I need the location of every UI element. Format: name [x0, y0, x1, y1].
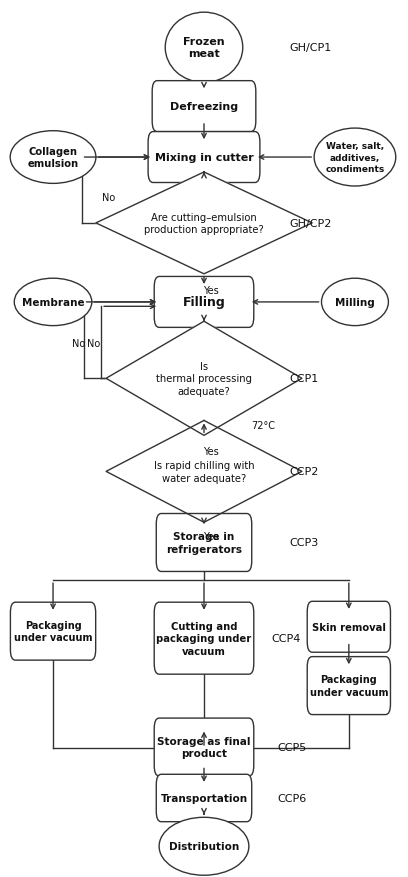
Text: No: No [72, 339, 85, 349]
Text: Transportation: Transportation [160, 793, 248, 803]
Text: Storage in
refrigerators: Storage in refrigerators [166, 531, 242, 554]
Ellipse shape [14, 279, 92, 326]
Text: No: No [102, 192, 115, 203]
Text: Membrane: Membrane [22, 297, 84, 308]
Text: CCP4: CCP4 [271, 633, 301, 644]
Text: Water, salt,
additives,
condiments: Water, salt, additives, condiments [325, 142, 385, 174]
Text: Yes: Yes [204, 285, 219, 296]
Text: 72°C: 72°C [251, 420, 275, 431]
Text: CCP5: CCP5 [277, 742, 307, 752]
Text: Cutting and
packaging under
vacuum: Cutting and packaging under vacuum [156, 621, 252, 656]
FancyBboxPatch shape [307, 657, 390, 715]
Text: Is rapid chilling with
water adequate?: Is rapid chilling with water adequate? [154, 460, 254, 483]
Text: Is
thermal processing
adequate?: Is thermal processing adequate? [156, 361, 252, 396]
Text: Skin removal: Skin removal [312, 622, 386, 632]
Text: Filling: Filling [183, 296, 225, 309]
FancyBboxPatch shape [156, 514, 252, 572]
FancyBboxPatch shape [11, 602, 95, 660]
Ellipse shape [159, 817, 249, 875]
Text: CCP1: CCP1 [290, 374, 319, 384]
Text: Defreezing: Defreezing [170, 102, 238, 112]
Ellipse shape [322, 279, 388, 326]
FancyBboxPatch shape [154, 602, 254, 674]
Text: Frozen
meat: Frozen meat [183, 37, 225, 60]
Polygon shape [106, 322, 302, 436]
Ellipse shape [10, 132, 96, 184]
Text: Are cutting–emulsion
production appropriate?: Are cutting–emulsion production appropri… [144, 212, 264, 235]
Text: Distribution: Distribution [169, 841, 239, 852]
Text: GH/CP2: GH/CP2 [290, 218, 332, 229]
Text: CCP3: CCP3 [290, 538, 319, 548]
Text: Collagen
emulsion: Collagen emulsion [27, 146, 79, 169]
FancyBboxPatch shape [154, 718, 254, 776]
Text: Yes: Yes [204, 531, 219, 542]
Text: Mixing in cutter: Mixing in cutter [155, 153, 253, 163]
Text: CCP6: CCP6 [277, 793, 307, 803]
Text: GH/CP1: GH/CP1 [290, 43, 332, 53]
Ellipse shape [165, 13, 243, 83]
Text: Packaging
under vacuum: Packaging under vacuum [14, 620, 92, 643]
Text: No: No [87, 339, 100, 349]
FancyBboxPatch shape [154, 277, 254, 328]
Text: Milling: Milling [335, 297, 375, 308]
Polygon shape [96, 173, 312, 275]
FancyBboxPatch shape [148, 132, 260, 183]
FancyBboxPatch shape [307, 602, 390, 652]
Text: Packaging
under vacuum: Packaging under vacuum [310, 674, 388, 697]
Text: Storage as final
product: Storage as final product [157, 736, 251, 759]
Ellipse shape [314, 129, 396, 187]
Text: CCP2: CCP2 [290, 467, 319, 477]
FancyBboxPatch shape [152, 82, 256, 132]
Polygon shape [106, 421, 302, 523]
FancyBboxPatch shape [156, 774, 252, 822]
Text: Yes: Yes [204, 446, 219, 457]
